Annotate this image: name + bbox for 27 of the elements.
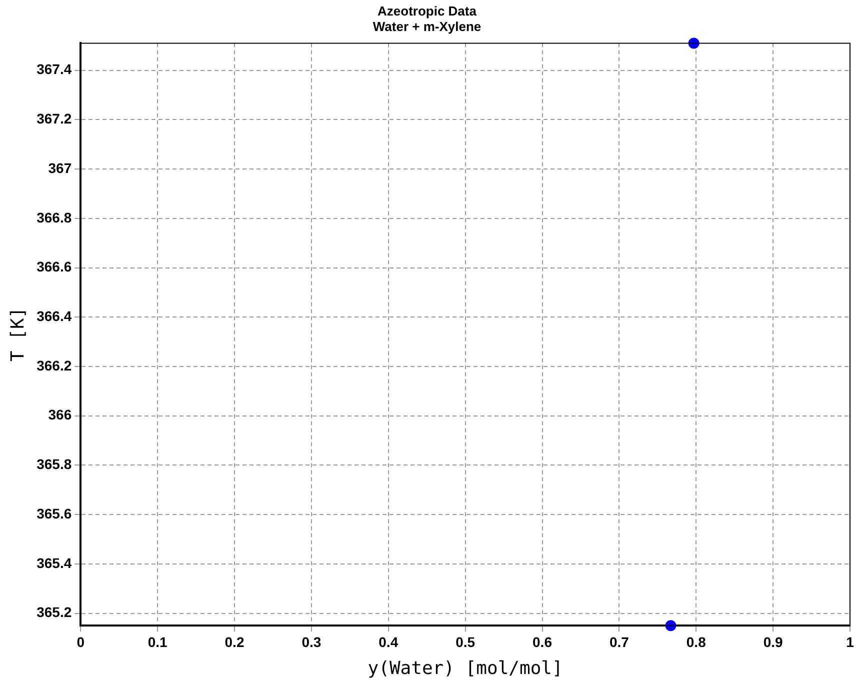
y-tick-label: 367.2	[36, 110, 72, 127]
x-tick-label: 0.7	[609, 634, 630, 650]
chart-title: Azeotropic Data	[378, 3, 478, 18]
x-tick-label: 0.6	[532, 634, 552, 650]
x-tick-label: 0.5	[456, 634, 476, 650]
y-tick-label: 365.6	[36, 505, 72, 522]
y-tick-label: 365.4	[36, 554, 72, 571]
x-tick-label: 0.2	[224, 634, 244, 650]
x-tick-label: 1	[846, 634, 854, 650]
y-tick-label: 366.2	[36, 357, 72, 374]
y-tick-label: 366	[48, 406, 72, 423]
x-tick-label: 0.1	[148, 634, 168, 650]
y-tick-label: 366.4	[36, 308, 72, 324]
chart-subtitle: Water + m-Xylene	[372, 18, 482, 34]
y-tick-label: 367	[48, 160, 72, 176]
y-tick-label: 367.4	[36, 61, 72, 78]
y-tick-label: 366.6	[36, 258, 72, 275]
x-tick-label: 0	[76, 634, 85, 650]
y-tick-label: 365.2	[36, 604, 72, 620]
y-tick-label: 366.8	[36, 209, 72, 226]
x-tick-label: 0.3	[302, 634, 322, 650]
x-axis-title: y(Water) [mol/mol]	[368, 658, 563, 679]
x-tick-label: 0.8	[686, 634, 706, 650]
y-tick-label: 365.8	[36, 456, 72, 472]
x-tick-label: 0.9	[763, 634, 784, 650]
x-tick-label: 0.4	[378, 634, 398, 650]
y-axis-title: T [K]	[7, 307, 28, 362]
